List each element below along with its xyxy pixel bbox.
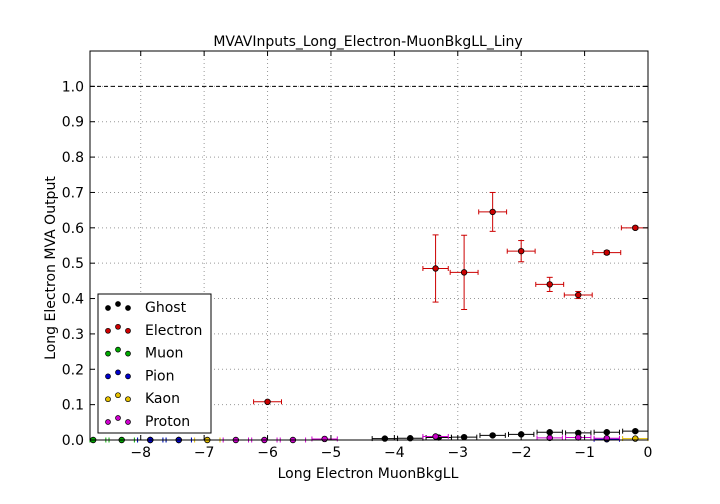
legend-item-proton: Proton xyxy=(105,414,190,430)
legend-marker xyxy=(105,350,111,357)
x-tick-label: −6 xyxy=(257,445,278,461)
data-point xyxy=(603,249,610,256)
legend-marker xyxy=(105,396,111,403)
tick-layer: −8 −7 −6 −5 −4 −3 −2 −1 0 0.0 0.1 0.2 0.3 0.4 0.5 0.6 0.… xyxy=(62,51,653,461)
y-tick-label: 0.9 xyxy=(62,115,84,131)
legend-marker xyxy=(115,323,121,330)
data-point xyxy=(603,429,610,436)
x-tick-label: −5 xyxy=(321,445,342,461)
legend-label: Ghost xyxy=(145,300,187,316)
legend-label: Kaon xyxy=(145,391,180,407)
data-point xyxy=(546,429,553,436)
data-point xyxy=(381,435,389,442)
legend-label: Muon xyxy=(145,346,183,362)
x-tick-label: −2 xyxy=(511,445,532,461)
legend-marker xyxy=(125,350,131,357)
data-point xyxy=(546,434,553,442)
legend-marker xyxy=(125,373,131,380)
legend-marker xyxy=(105,419,111,425)
data-point xyxy=(575,434,582,441)
data-point xyxy=(489,432,496,439)
x-tick-label: −3 xyxy=(447,445,468,461)
data-point xyxy=(517,247,525,255)
y-tick-label: 0.4 xyxy=(62,292,84,308)
y-tick-label: 1.0 xyxy=(62,79,84,95)
legend-item-muon: Muon xyxy=(105,346,183,362)
data-point xyxy=(546,281,553,288)
data-point xyxy=(432,265,439,272)
legend-item-ghost: Ghost xyxy=(105,300,187,316)
legend-marker xyxy=(115,392,121,399)
x-tick-label: −8 xyxy=(130,445,151,461)
x-tick-label: 0 xyxy=(644,445,653,461)
legend-marker xyxy=(105,305,111,311)
legend-marker xyxy=(105,327,111,334)
legend-label: Proton xyxy=(145,414,190,430)
data-point xyxy=(575,291,582,299)
y-axis-label: Long Electron MVA Output xyxy=(43,176,59,360)
y-tick-label: 0.2 xyxy=(62,362,84,378)
legend-item-electron: Electron xyxy=(105,323,202,339)
legend-marker xyxy=(115,301,121,307)
y-tick-label: 0.3 xyxy=(62,327,84,343)
data-point xyxy=(632,427,639,435)
legend: Ghost Electron Muon Pion Kaon Proton xyxy=(97,293,212,434)
legend-box xyxy=(97,293,212,434)
data-point xyxy=(632,435,639,442)
x-tick-label: −7 xyxy=(194,445,215,461)
x-axis-label: Long Electron MuonBkgLL xyxy=(278,466,459,482)
legend-marker xyxy=(125,327,131,334)
y-tick-label: 0.1 xyxy=(62,398,84,414)
y-tick-label: 0.5 xyxy=(62,256,84,272)
legend-label: Electron xyxy=(145,323,202,339)
legend-marker xyxy=(125,396,131,403)
legend-marker xyxy=(105,373,111,380)
data-point xyxy=(432,433,439,440)
legend-item-kaon: Kaon xyxy=(105,391,180,407)
y-tick-label: 0.0 xyxy=(62,433,84,449)
legend-item-pion: Pion xyxy=(105,368,174,384)
legend-marker xyxy=(125,419,131,425)
series-electron xyxy=(253,191,649,406)
data-point xyxy=(632,224,639,232)
y-tick-label: 0.8 xyxy=(62,150,84,166)
data-point xyxy=(460,433,468,441)
data-point xyxy=(489,208,496,216)
data-point xyxy=(321,435,328,443)
y-tick-label: 0.7 xyxy=(62,185,84,201)
legend-marker xyxy=(115,369,121,376)
legend-marker xyxy=(115,415,121,421)
legend-label: Pion xyxy=(145,368,174,384)
plot-frame xyxy=(89,50,649,441)
y-tick-label: 0.6 xyxy=(62,221,84,237)
legend-marker xyxy=(115,346,121,353)
data-point xyxy=(460,269,468,276)
legend-marker xyxy=(125,305,131,311)
chart-title: MVAVInputs_Long_Electron-MuonBkgLL_Liny xyxy=(213,34,522,50)
data-point xyxy=(264,398,271,406)
x-tick-label: −1 xyxy=(574,445,595,461)
x-tick-label: −4 xyxy=(384,445,405,461)
